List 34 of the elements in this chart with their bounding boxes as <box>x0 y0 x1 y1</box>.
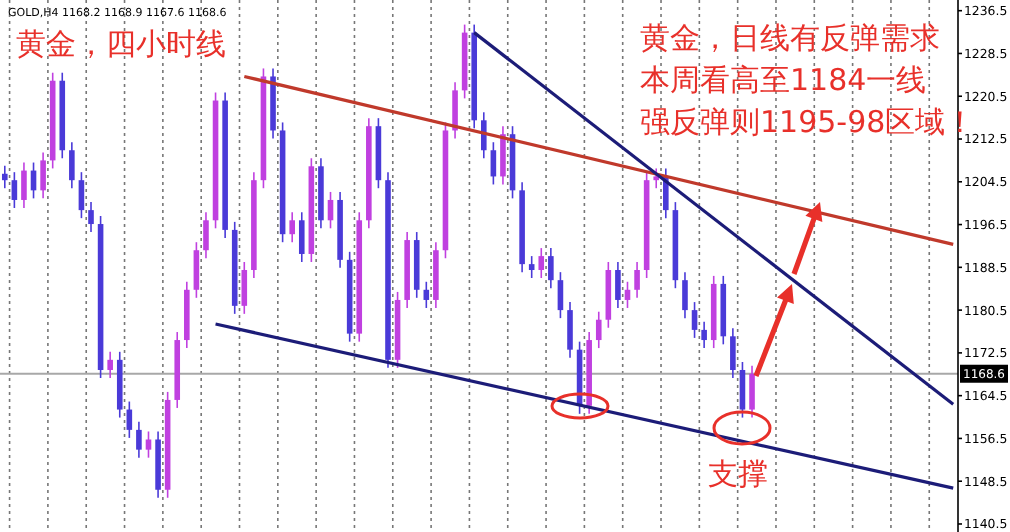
candlestick <box>1 164 8 190</box>
candlestick <box>193 241 200 299</box>
text: 黄金，四小时线 <box>16 26 226 62</box>
candlestick <box>136 421 142 459</box>
candlestick <box>107 351 113 379</box>
candlestick <box>500 125 506 186</box>
candlestick <box>548 247 554 289</box>
candlestick <box>749 364 755 419</box>
candlestick <box>11 171 18 209</box>
candlestick <box>69 141 75 190</box>
candlestick <box>634 261 640 299</box>
candlestick <box>615 261 621 309</box>
candlestick <box>203 211 209 260</box>
candlestick <box>595 310 602 349</box>
candlestick <box>241 261 248 315</box>
candlestick <box>480 111 487 160</box>
candlestick <box>88 201 94 233</box>
candlestick <box>40 151 46 200</box>
annotation: 黄金，日线有反弹需求 <box>640 20 940 56</box>
candlestick <box>452 81 458 140</box>
candlestick <box>567 301 573 359</box>
candlestick <box>701 321 707 349</box>
candlestick <box>691 301 698 339</box>
annotation: 本周看高至1184一线 <box>640 62 927 98</box>
candlestick <box>289 211 295 244</box>
candlestick <box>653 167 660 190</box>
candlestick <box>528 255 535 279</box>
candlestick <box>739 361 746 419</box>
candlestick <box>538 247 545 279</box>
candlestick <box>21 161 27 209</box>
candlestick <box>298 211 305 263</box>
candlestick <box>730 327 736 379</box>
annotation: 支撑 <box>708 456 768 492</box>
candlestick <box>682 271 688 319</box>
